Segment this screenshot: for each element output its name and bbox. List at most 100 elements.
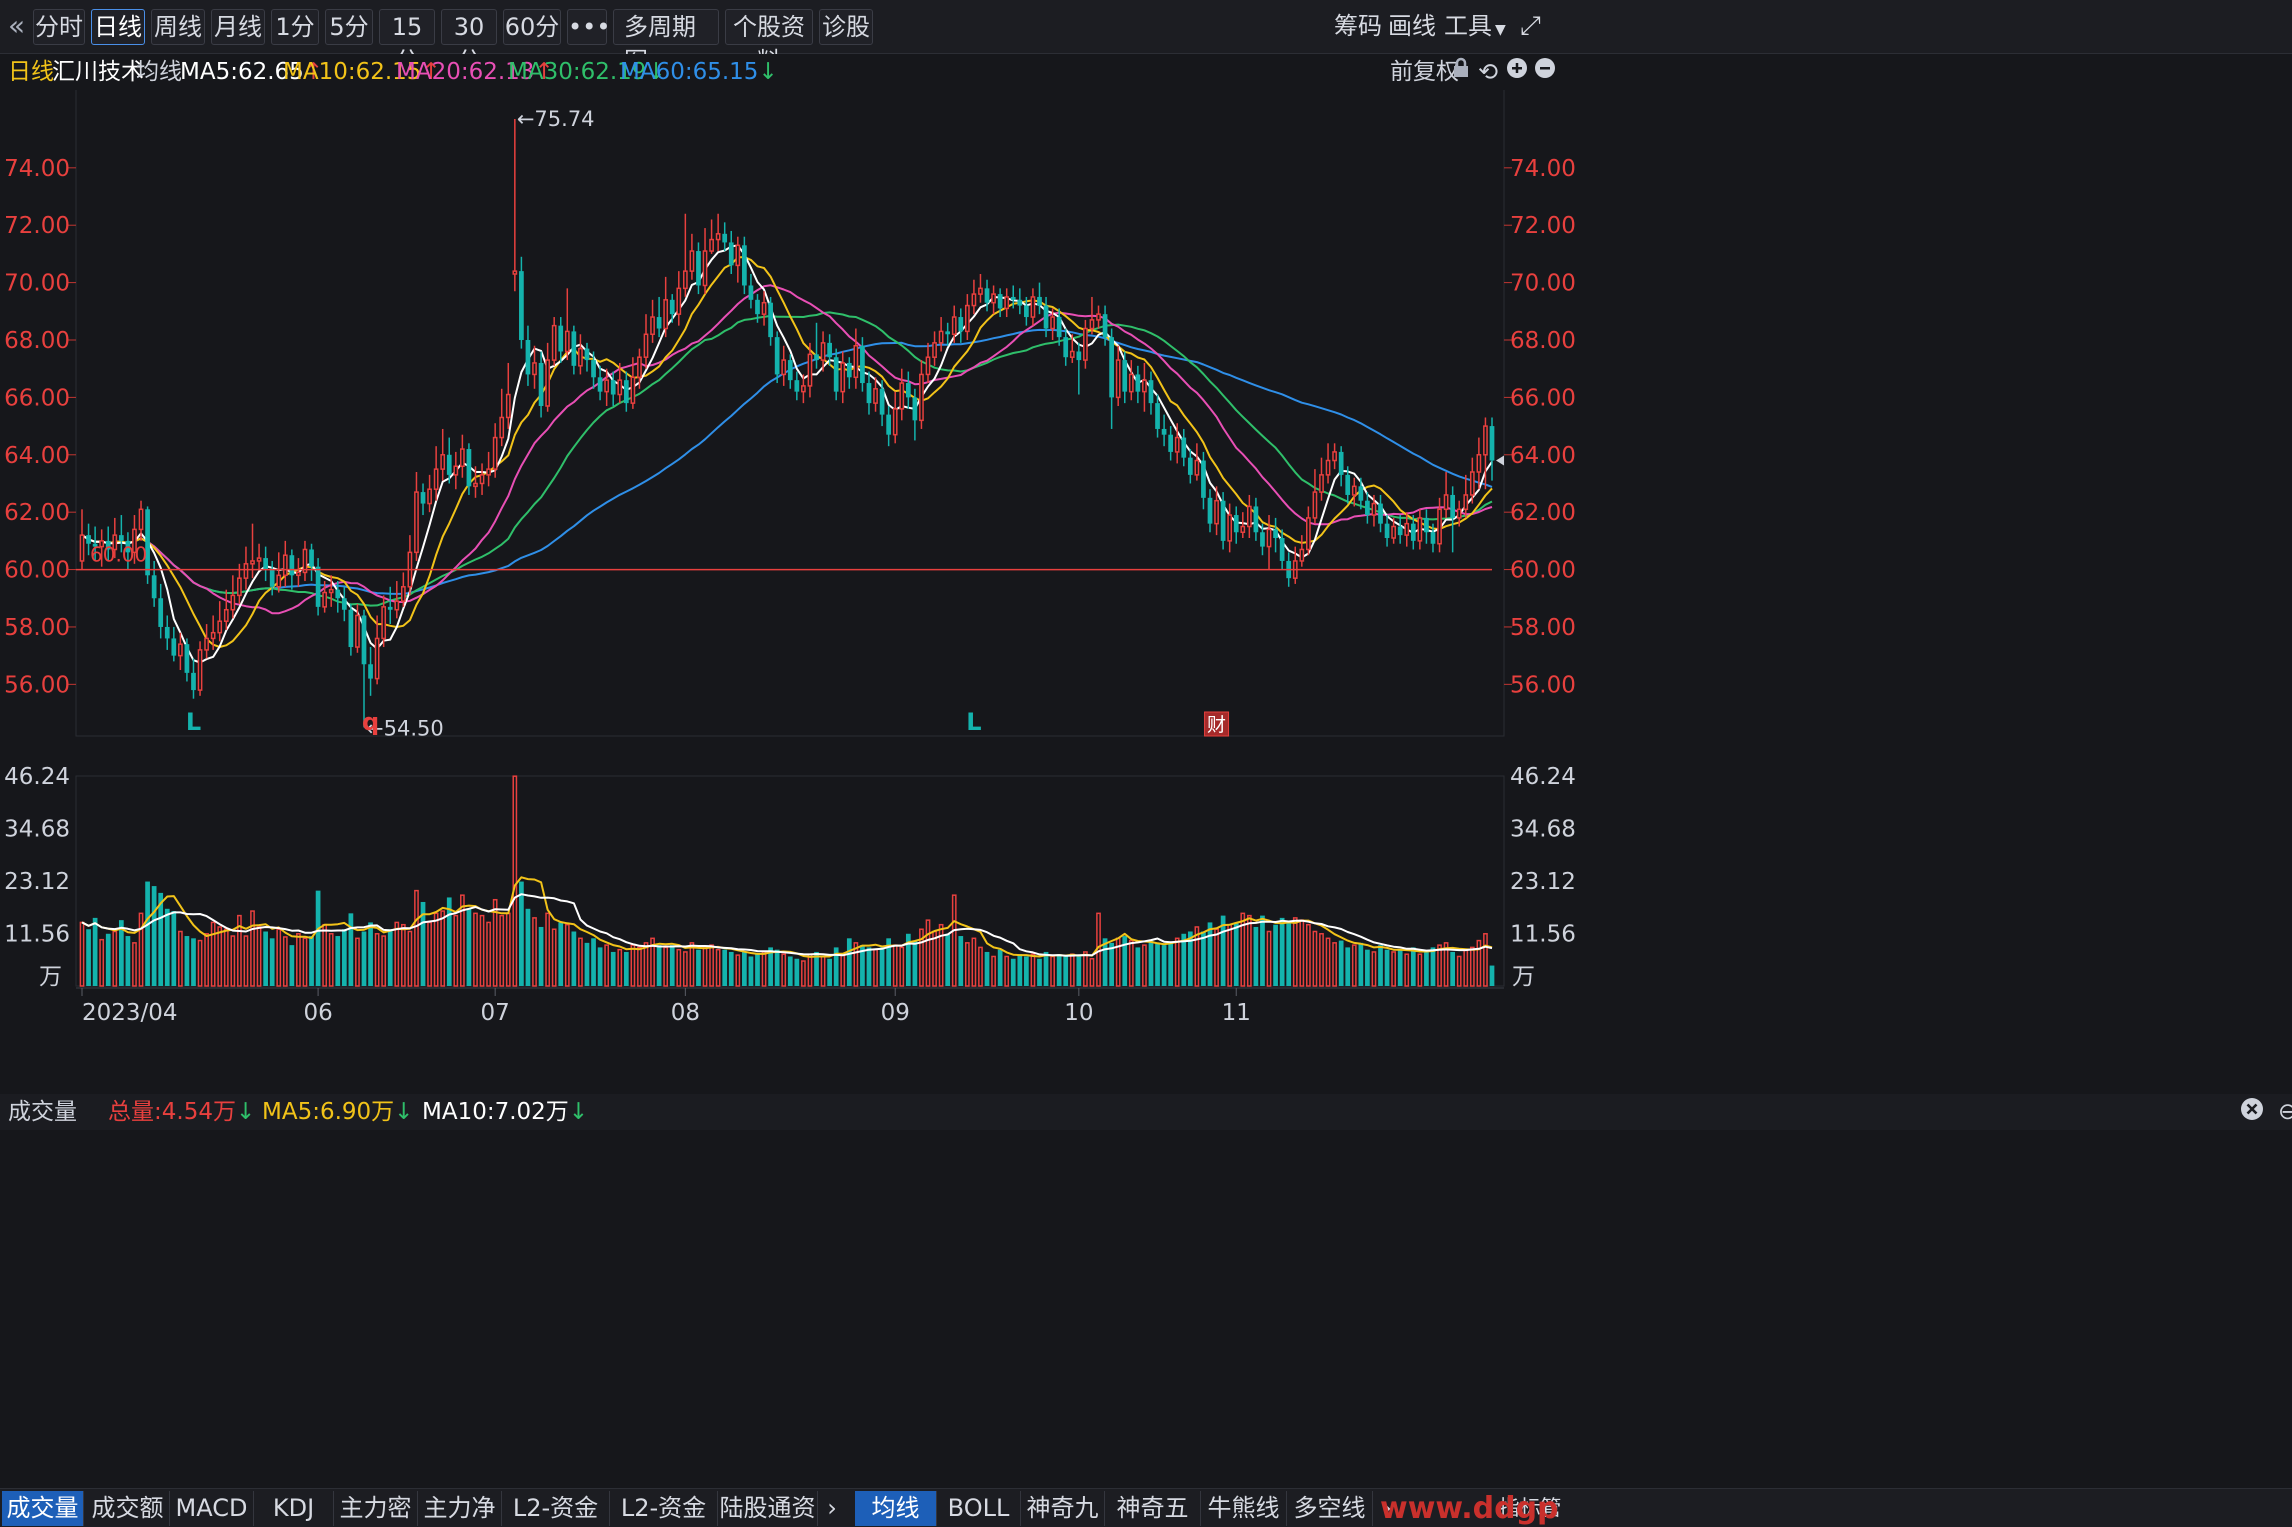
candle-body [656,317,662,329]
tab-macd[interactable]: MACD [170,1491,254,1526]
candle [400,572,406,607]
candle-body [709,238,714,252]
candle-body [1161,428,1167,435]
volume-bar [853,942,859,987]
candle [689,233,695,280]
candle [787,354,793,389]
volume-bar [833,947,839,986]
period-button[interactable]: 5分 [325,9,373,45]
period-button[interactable]: 60分 [503,9,561,45]
tab-l2-bottom[interactable]: L2-资金抄底 [502,1491,610,1526]
price-ma-lines [81,244,1493,664]
candle [164,615,170,650]
volume-bar [1161,945,1167,986]
volume-bar [1332,942,1337,987]
candle [1109,328,1114,429]
tab-l2-position[interactable]: L2-资金仓位 [610,1491,718,1526]
chevron-right-icon[interactable]: › [1382,1494,1392,1522]
candle-body [682,270,688,290]
close-icon[interactable] [2240,1097,2264,1129]
tab-northbound[interactable]: 陆股通资金 [718,1491,818,1526]
ma20-value: MA20:62.13↑ [396,59,554,85]
candle-body [630,376,636,404]
candle [742,236,747,295]
period-button[interactable]: 周线 [151,9,205,45]
tab-long-short[interactable]: 多空线 [1287,1491,1373,1526]
price-tick-label: 64.00 [1510,443,1576,469]
candle [302,540,308,582]
candle [1437,497,1442,553]
tab-bull-bear[interactable]: 牛熊线 [1201,1491,1287,1526]
indicator-manage-button[interactable]: 指标管理 [1498,1496,1562,1520]
candle-body [79,534,85,562]
volume-bar [1430,947,1436,986]
candle-body [604,379,610,393]
double-chevron-left-icon[interactable]: « [8,9,26,42]
candle-body [768,302,773,338]
tab-five-lines[interactable]: 神奇五线谱 [1105,1491,1201,1526]
candle-body [460,448,465,468]
volume-bar [105,933,111,986]
more-icon[interactable]: ••• [567,9,610,45]
arrow-up-icon: ↑ [421,59,441,85]
volume-bar [1089,958,1095,987]
volume-bar [761,951,767,987]
stock-info-button[interactable]: 个股资料 [725,9,813,75]
volume-bar [1056,954,1062,986]
candle-body [1410,523,1416,541]
candle-body [853,344,859,379]
ma-label[interactable]: 均线 [136,59,182,85]
candle-body [230,594,236,611]
expand-icon[interactable]: ⤢ [1520,11,1541,41]
draw-button[interactable]: 画线 [1388,12,1436,40]
tab-kdj[interactable]: KDJ [254,1491,334,1526]
volume-bar [151,886,157,986]
candle-body [145,509,150,576]
volume-bar [178,930,183,987]
tab-main-force-code[interactable]: 主力密码 [334,1491,418,1526]
candle-body [892,408,898,436]
tools-dropdown[interactable]: 工具 ▼ [1444,9,1506,45]
axis-labels: 74.00 74.00 72.00 72.00 70.00 70.00 68.00 68.00… [4,156,1576,1026]
candle [945,322,951,346]
adjust-dropdown[interactable]: 前复权 [1390,59,1459,85]
stock-name[interactable]: 汇川技术 [52,59,144,85]
lock-icon[interactable] [1452,57,1470,87]
volume-bar [1424,951,1429,986]
chips-button[interactable]: 筹码 [1334,12,1382,40]
period-button-active[interactable]: 日线 [91,9,145,45]
period-button[interactable]: 1分 [271,9,319,45]
volume-bar [486,921,491,987]
chevron-right-icon[interactable]: › [827,1494,837,1522]
tab-turnover[interactable]: 成交额 [86,1491,170,1526]
candle-body [1063,337,1069,358]
zoom-in-icon[interactable] [1506,57,1528,87]
kline-chart[interactable]: 74.00 74.00 72.00 72.00 70.00 70.00 68.00 68.00… [0,90,2292,1488]
minus-icon[interactable]: ⊖ [2278,1099,2292,1125]
volume-bar [709,944,714,987]
candle [440,428,446,481]
period-button[interactable]: 30分 [441,9,497,75]
multi-period-dropdown[interactable]: 多周期图 ⌄ [613,9,719,75]
tab-ma[interactable]: 均线 [855,1491,937,1526]
candle-body [505,393,511,419]
tab-main-force-net[interactable]: 主力净额 [418,1491,502,1526]
candle-body [1489,426,1495,461]
candle [466,443,472,495]
candle-body [1076,351,1082,361]
tab-boll[interactable]: BOLL [937,1491,1021,1526]
tab-td-nine[interactable]: 神奇九转 [1021,1491,1105,1526]
candle-body [597,377,603,392]
tab-volume[interactable]: 成交量 [2,1491,84,1526]
zoom-out-icon[interactable] [1534,57,1556,87]
period-button[interactable]: 分时 [33,9,85,45]
candle-body [348,609,354,648]
diagnose-button[interactable]: 诊股 [819,9,873,45]
undo-icon[interactable]: ⟲ [1478,58,1499,86]
period-button[interactable]: 15分 [379,9,435,75]
candle-body [873,388,878,404]
price-tick-label: 66.00 [1510,385,1576,411]
x-tick-label: 2023/04 [82,1000,178,1026]
volume-bar [519,881,524,986]
period-button[interactable]: 月线 [211,9,265,45]
